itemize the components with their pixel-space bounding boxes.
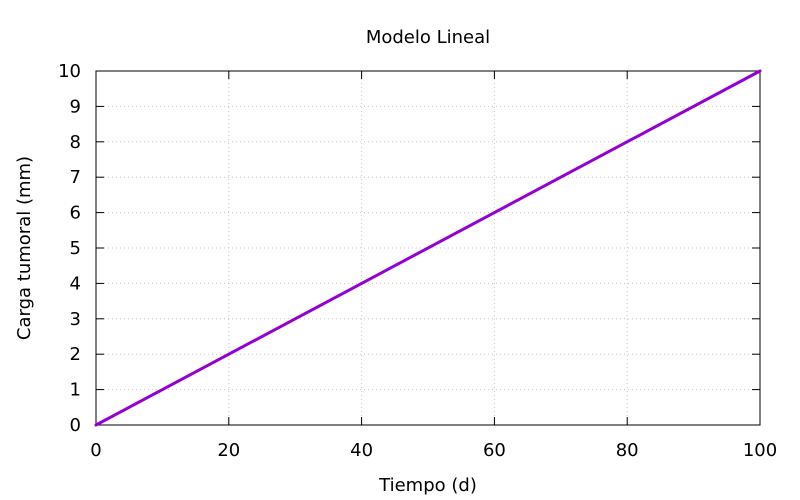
x-tick-label: 20: [217, 440, 240, 461]
x-tick-label: 40: [350, 440, 373, 461]
x-tick-label: 60: [483, 440, 506, 461]
y-tick-label: 1: [70, 380, 81, 401]
y-tick-label: 9: [70, 96, 81, 117]
series-line: [94, 69, 762, 427]
y-tick-label: 5: [70, 238, 81, 259]
x-tick-label: 100: [743, 440, 777, 461]
y-tick-label: 3: [70, 309, 81, 330]
chart-title: Modelo Lineal: [366, 27, 490, 48]
y-tick-label: 6: [70, 203, 81, 224]
x-axis-label: Tiempo (d): [378, 475, 477, 496]
y-tick-label: 7: [70, 167, 81, 188]
series-layer: [94, 69, 762, 427]
y-tick-label: 0: [70, 415, 81, 436]
y-tick-label: 8: [70, 132, 81, 153]
axis-ticks: 0 20 40 60 80 100 0 1 2 3 4 5 6 7 8 9 10: [58, 61, 777, 461]
x-tick-label: 0: [90, 440, 101, 461]
y-tick-label: 2: [70, 344, 81, 365]
y-tick-label: 10: [58, 61, 81, 82]
grid-lines: [96, 71, 760, 425]
y-axis-label: Carga tumoral (mm): [14, 156, 35, 340]
x-tick-label: 80: [616, 440, 639, 461]
y-tick-label: 4: [70, 273, 81, 294]
